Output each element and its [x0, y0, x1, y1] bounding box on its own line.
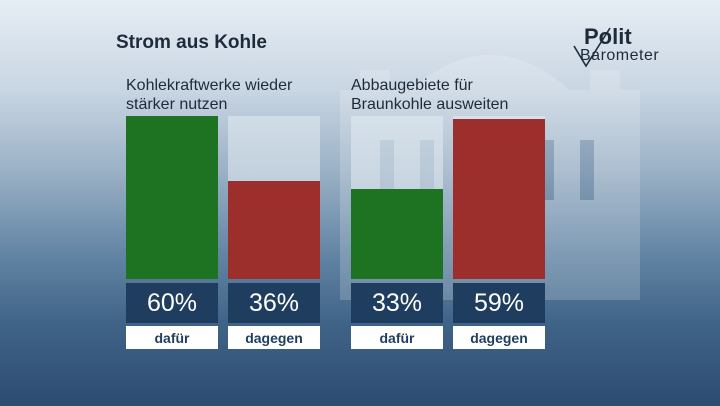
panel-1-category-dagegen: dagegen	[228, 326, 320, 349]
chart-title: Strom aus Kohle	[116, 32, 267, 53]
panel-2-category-dafuer: dafür	[351, 326, 443, 349]
politbarometer-logo: Polit Barometer	[566, 24, 676, 70]
panel-2-bar-dafuer	[351, 189, 443, 279]
panel-1-value-dagegen: 36%	[228, 283, 320, 323]
panel-1-question-line-1: Kohlekraftwerke wieder	[126, 77, 293, 94]
panel-2-category-dagegen: dagegen	[453, 326, 545, 349]
panel-1-value-dafuer: 60%	[126, 283, 218, 323]
panel-1-question: Kohlekraftwerke wieder stärker nutzen	[126, 76, 386, 114]
panel-2-question-line-2: Braunkohle ausweiten	[351, 96, 509, 113]
chart-panel-1: Kohlekraftwerke wieder stärker nutzen 60…	[126, 0, 322, 406]
panel-2-value-dafuer: 33%	[351, 283, 443, 323]
logo-text-polit: Polit	[584, 24, 632, 49]
panel-2-question: Abbaugebiete für Braunkohle ausweiten	[351, 76, 611, 114]
panel-2-value-dagegen: 59%	[453, 283, 545, 323]
panel-2-bar-dagegen	[453, 119, 545, 279]
logo-text-barometer: Barometer	[580, 47, 660, 64]
panel-1-question-line-2: stärker nutzen	[126, 96, 228, 113]
panel-2-question-line-1: Abbaugebiete für	[351, 77, 473, 94]
panel-1-bar-dafuer	[126, 116, 218, 279]
checkmark-icon	[573, 27, 611, 68]
panel-1-category-dafuer: dafür	[126, 326, 218, 349]
panel-1-bar-dagegen	[228, 181, 320, 279]
chart-panel-2: Abbaugebiete für Braunkohle ausweiten 33…	[351, 0, 547, 406]
